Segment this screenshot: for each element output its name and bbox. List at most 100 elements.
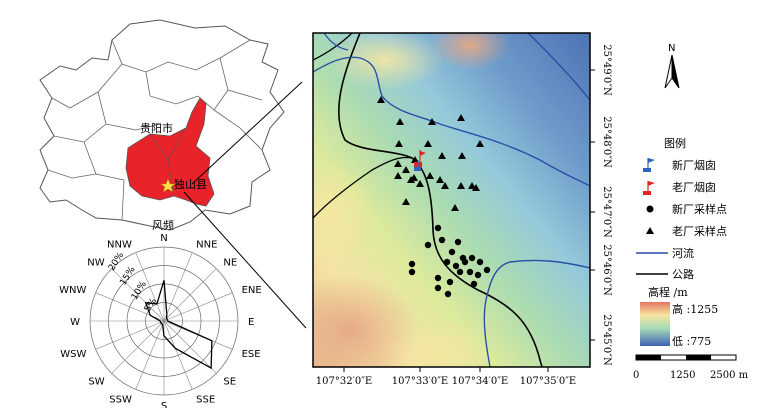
wind-rose-title: 风频 — [152, 218, 174, 232]
wind-rose-spoke — [111, 268, 165, 322]
old-sample-point — [396, 118, 404, 125]
north-arrow-label: N — [668, 43, 675, 54]
road-west — [313, 156, 413, 219]
wind-direction-label: NNW — [107, 239, 132, 250]
x-tick-label: 107°33′0″E — [392, 376, 448, 387]
river-south — [483, 259, 590, 367]
new-plant-sample-points — [408, 224, 491, 298]
new-chimney-marker — [414, 160, 421, 171]
county-star-icon — [160, 178, 176, 193]
scale-label-0: 0 — [633, 370, 639, 381]
wind-direction-label: NNE — [196, 239, 217, 250]
new-sample-point — [446, 278, 454, 286]
legend-river: 河流 — [636, 246, 694, 260]
new-sample-point — [468, 254, 476, 262]
old-sample-point — [426, 172, 434, 179]
wind-rose-spoke — [111, 320, 165, 374]
elevation-low-label: 低 :775 — [672, 335, 711, 348]
wind-direction-label: WSW — [60, 349, 86, 360]
old-sample-point — [438, 152, 446, 159]
new-sample-point — [444, 290, 452, 298]
wind-direction-label: SE — [223, 376, 236, 387]
old-sample-point — [411, 156, 419, 163]
old-sample-point — [394, 160, 402, 167]
prefecture-boundaries — [47, 39, 263, 221]
county-border — [149, 127, 187, 197]
old-sample-point — [436, 176, 444, 183]
north-arrow-icon — [664, 54, 680, 89]
wind-rose-spoke — [95, 320, 165, 350]
latitude-ticks: 25°49′0″N 25°48′0″N 25°47′0″N 25°46′0″N 25°4… — [590, 44, 612, 366]
old-sample-point — [428, 118, 436, 125]
wind-direction-label: SSW — [109, 395, 132, 406]
x-tick-label: 107°32′0″E — [316, 376, 372, 387]
new-sample-point — [443, 258, 451, 266]
county-label: 独山县 — [174, 178, 207, 191]
legend-new-samples: 新厂采样点 — [646, 202, 727, 216]
legend-title: 图例 — [664, 136, 686, 150]
y-tick-label: 25°49′0″N — [601, 44, 612, 96]
wind-rose-spoke — [135, 252, 165, 322]
new-sample-point — [408, 260, 416, 268]
terrain-highland-sw — [313, 275, 420, 367]
legend-label: 河流 — [672, 246, 694, 260]
old-chimney-icon — [643, 181, 655, 195]
wind-ring-label: 15% — [118, 265, 137, 288]
new-sample-point — [434, 224, 442, 232]
circle-marker-icon — [646, 205, 654, 213]
y-tick-label: 25°45′0″N — [601, 314, 612, 366]
new-sample-point — [454, 238, 462, 246]
wind-direction-label: E — [248, 317, 254, 328]
old-sample-point — [395, 140, 403, 147]
legend-old-chimney: 老厂烟囱 — [643, 180, 716, 195]
wind-rose-spoke — [163, 268, 217, 322]
elevation-title: 高程 /m — [648, 285, 688, 299]
wind-direction-label: ESE — [242, 349, 261, 360]
wind-rose-spoke — [135, 320, 165, 390]
new-sample-point — [452, 262, 460, 270]
wind-ring-label: 5% — [143, 296, 159, 314]
map-frame — [312, 32, 591, 368]
wind-direction-label: WNW — [59, 285, 86, 296]
new-chimney-icon — [643, 158, 655, 172]
wind-direction-label: S — [161, 401, 167, 408]
new-sample-point — [483, 266, 491, 274]
wind-rose-spoke — [163, 292, 233, 322]
old-sample-point — [402, 198, 410, 205]
old-sample-point — [441, 182, 449, 189]
new-sample-point — [434, 284, 442, 292]
legend-road: 公路 — [636, 268, 694, 281]
wind-direction-label: SSE — [196, 395, 215, 406]
new-sample-point — [466, 268, 474, 276]
old-sample-point — [472, 184, 480, 191]
main-map: 107°32′0″E 107°33′0″E 107°34′0″E 107°35′0″E… — [312, 32, 612, 387]
new-sample-point — [470, 280, 478, 288]
longitude-ticks: 107°32′0″E 107°33′0″E 107°34′0″E 107°35′0″E — [316, 367, 576, 387]
wind-rose-spoke — [163, 252, 193, 322]
new-sample-point — [448, 248, 456, 256]
old-sample-point — [394, 172, 402, 179]
old-sample-point — [416, 180, 424, 187]
legend-label: 新厂烟囱 — [672, 158, 716, 172]
new-sample-point — [456, 268, 464, 276]
old-sample-point — [457, 182, 465, 189]
legend-label: 公路 — [672, 268, 694, 281]
old-sample-point — [451, 204, 459, 211]
connector-line-top — [191, 81, 303, 185]
terrain-highland-w — [313, 160, 375, 270]
river-northeast — [527, 33, 590, 101]
river-north — [313, 56, 590, 187]
city-label: 贵阳市 — [140, 121, 173, 135]
legend-label: 老厂采样点 — [672, 224, 727, 238]
connector-line-bottom — [183, 191, 307, 329]
new-sample-point — [424, 241, 432, 249]
terrain-highland-n — [430, 33, 510, 70]
wind-direction-label: NE — [223, 258, 237, 269]
wind-direction-label: ENE — [242, 285, 262, 296]
legend-new-chimney: 新厂烟囱 — [643, 158, 716, 172]
x-tick-label: 107°35′0″E — [520, 376, 576, 387]
wind-rose-spoke — [163, 320, 193, 390]
old-sample-point — [424, 140, 432, 147]
old-sample-point — [468, 182, 476, 189]
scale-label-2500: 2500 m — [710, 370, 749, 381]
